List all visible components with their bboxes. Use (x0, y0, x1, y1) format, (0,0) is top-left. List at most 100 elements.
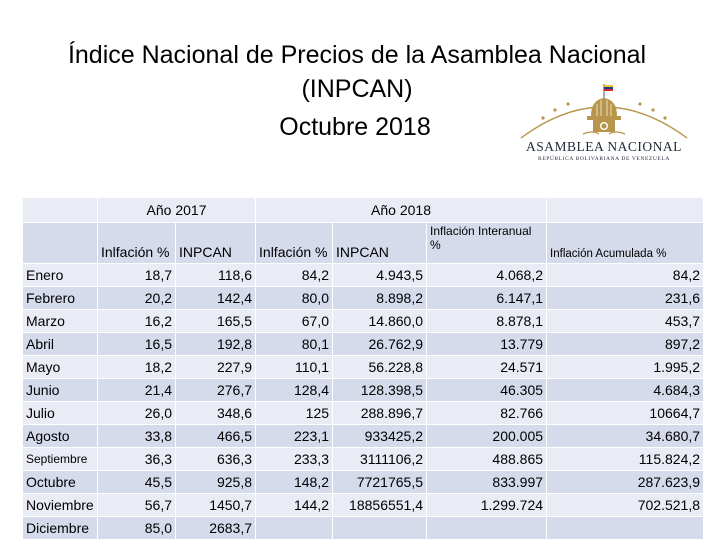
inflation-2018-cell: 148,2 (255, 470, 334, 494)
logo-name: ASAMBLEA NACIONAL (526, 139, 682, 154)
inflation-2018-cell: 144,2 (255, 493, 334, 517)
inpcan-2017-cell: 1450,7 (174, 493, 257, 517)
inflation-2017-cell: 16,2 (97, 309, 176, 333)
interanual-cell: 24.571 (426, 355, 548, 379)
table-row: Abril 16,5 192,8 80,1 26.762,9 13.779 897,2 (22, 332, 705, 356)
table-row: Octubre 45,5 925,8 148,2 7721765,5 833.997 287… (22, 470, 705, 494)
interanual-cell: 200.005 (426, 424, 548, 448)
month-cell: Agosto (22, 424, 98, 448)
acumulada-cell: 1.995,2 (546, 355, 705, 379)
inflation-2017-cell: 85,0 (97, 516, 176, 540)
interanual-cell: 833.997 (426, 470, 548, 494)
acumulada-cell: 897,2 (546, 332, 705, 356)
interanual-cell (426, 516, 548, 540)
table-body: Enero 18,7 118,6 84,2 4.943,5 4.068,2 84,2 Febr… (22, 263, 705, 540)
interanual-cell: 488.865 (426, 447, 548, 471)
interanual-cell: 6.147,1 (426, 286, 548, 310)
table-row: Febrero 20,2 142,4 80,0 8.898,2 6.147,1 231,6 (22, 286, 705, 310)
acumulada-cell: 84,2 (546, 263, 705, 287)
acumulada-cell: 231,6 (546, 286, 705, 310)
month-cell: Diciembre (22, 516, 98, 540)
month-cell: Noviembre (22, 493, 98, 517)
acumulada-cell: 34.680,7 (546, 424, 705, 448)
interanual-cell: 1.299.724 (426, 493, 548, 517)
month-cell: Junio (22, 378, 98, 402)
inpcan-2018-cell (332, 516, 428, 540)
inflation-2018-cell: 80,0 (255, 286, 334, 310)
inpcan-2018-cell: 14.860,0 (332, 309, 428, 333)
month-cell: Mayo (22, 355, 98, 379)
inflation-2018-cell: 128,4 (255, 378, 334, 402)
interanual-cell: 4.068,2 (426, 263, 548, 287)
interanual-cell: 46.305 (426, 378, 548, 402)
col-header-acumulada: Inflación Acumulada % (546, 222, 705, 264)
inpcan-2018-cell: 3111106,2 (332, 447, 428, 471)
inpcan-2018-cell: 7721765,5 (332, 470, 428, 494)
page-title-acronym: (INPCAN) (301, 75, 413, 103)
group-header-2017: Año 2017 (96, 197, 257, 223)
inpcan-2018-cell: 18856551,4 (332, 493, 428, 517)
table-group-header-row: Año 2017 Año 2018 (22, 197, 705, 223)
inflation-2017-cell: 20,2 (97, 286, 176, 310)
inpcan-2017-cell: 925,8 (174, 470, 257, 494)
acumulada-cell (546, 516, 705, 540)
inflation-2017-cell: 56,7 (97, 493, 176, 517)
group-header-2018: Año 2018 (255, 197, 548, 223)
month-cell: Marzo (22, 309, 98, 333)
acumulada-cell: 287.623,9 (546, 470, 705, 494)
table-column-header-row: Inlfación % INPCAN Inlfación % INPCAN In… (22, 222, 705, 264)
inpcan-2017-cell: 348,6 (174, 401, 257, 425)
month-cell: Abril (22, 332, 98, 356)
page-subtitle-date: Octubre 2018 (279, 113, 431, 141)
capitol-dome-icon (520, 84, 688, 139)
acumulada-cell: 702.521,8 (546, 493, 705, 517)
acumulada-cell: 10664,7 (546, 401, 705, 425)
inpcan-2017-cell: 2683,7 (174, 516, 257, 540)
col-header-inpcan-2018: INPCAN (332, 222, 428, 264)
table-row: Junio 21,4 276,7 128,4 128.398,5 46.305 4.684,… (22, 378, 705, 402)
asamblea-nacional-logo: ASAMBLEA NACIONAL REPÚBLICA BOLIVARIANA … (513, 82, 695, 168)
inpcan-2017-cell: 227,9 (174, 355, 257, 379)
table-row: Marzo 16,2 165,5 67,0 14.860,0 8.878,1 453,7 (22, 309, 705, 333)
inflation-2018-cell: 80,1 (255, 332, 334, 356)
inpcan-2018-cell: 933425,2 (332, 424, 428, 448)
inpcan-2018-cell: 56.228,8 (332, 355, 428, 379)
inpcan-2017-cell: 466,5 (174, 424, 257, 448)
col-header-interanual: Inflación Interanual % (426, 222, 548, 264)
inflation-2018-cell: 223,1 (255, 424, 334, 448)
inflation-table: Año 2017 Año 2018 Inlfación % INPCAN Inl… (22, 197, 705, 540)
acumulada-cell: 115.824,2 (546, 447, 705, 471)
inpcan-2018-cell: 288.896,7 (332, 401, 428, 425)
month-cell: Octubre (22, 470, 98, 494)
interanual-cell: 8.878,1 (426, 309, 548, 333)
month-cell: Febrero (22, 286, 98, 310)
inflation-2018-cell: 110,1 (255, 355, 334, 379)
col-header-inpcan-2017: INPCAN (174, 222, 257, 264)
inflation-2018-cell: 125 (255, 401, 334, 425)
inflation-2017-cell: 21,4 (97, 378, 176, 402)
inflation-2017-cell: 45,5 (97, 470, 176, 494)
table-row: Julio 26,0 348,6 125 288.896,7 82.766 10664,7 (22, 401, 705, 425)
inpcan-2017-cell: 636,3 (174, 447, 257, 471)
table-row: Agosto 33,8 466,5 223,1 933425,2 200.005 34.68… (22, 424, 705, 448)
inflation-2017-cell: 18,7 (97, 263, 176, 287)
inpcan-2018-cell: 8.898,2 (332, 286, 428, 310)
col-header-inflation-2018: Inlfación % (255, 222, 334, 264)
inflation-2017-cell: 33,8 (97, 424, 176, 448)
inpcan-2018-cell: 128.398,5 (332, 378, 428, 402)
acumulada-cell: 453,7 (546, 309, 705, 333)
inpcan-2017-cell: 142,4 (174, 286, 257, 310)
interanual-cell: 82.766 (426, 401, 548, 425)
interanual-cell: 13.779 (426, 332, 548, 356)
logo-subtitle: REPÚBLICA BOLIVARIANA DE VENEZUELA (538, 156, 670, 162)
inpcan-2018-cell: 4.943,5 (332, 263, 428, 287)
month-cell: Enero (22, 263, 98, 287)
table-row: Diciembre 85,0 2683,7 (22, 516, 705, 540)
table-row: Septiembre 36,3 636,3 233,3 3111106,2 488.865… (22, 447, 705, 471)
inpcan-2017-cell: 276,7 (174, 378, 257, 402)
inflation-2018-cell: 84,2 (255, 263, 334, 287)
inflation-2018-cell: 233,3 (255, 447, 334, 471)
acumulada-cell: 4.684,3 (546, 378, 705, 402)
inpcan-2017-cell: 192,8 (174, 332, 257, 356)
table-row: Mayo 18,2 227,9 110,1 56.228,8 24.571 1.995,2 (22, 355, 705, 379)
